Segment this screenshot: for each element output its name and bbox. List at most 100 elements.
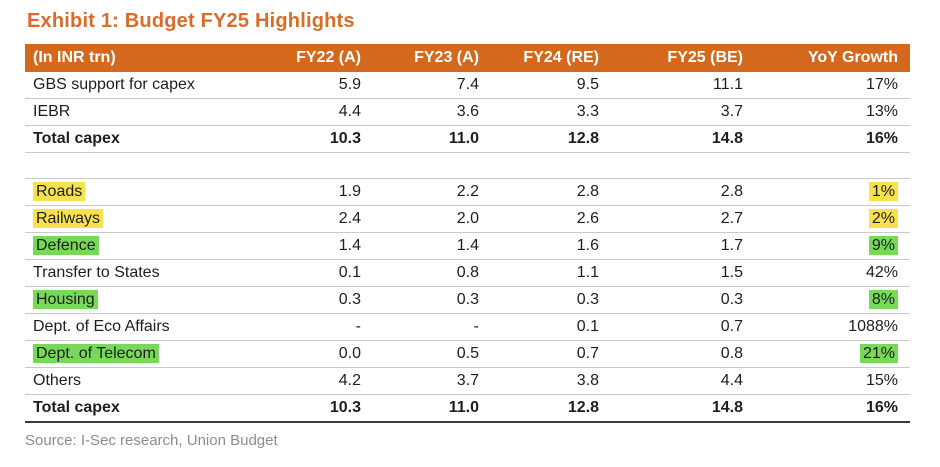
value-cell: 1.6: [491, 232, 611, 260]
value-cell: 0.0: [275, 340, 373, 368]
table-row: Total capex 10.3 11.0 12.8 14.8 16%: [25, 125, 910, 153]
highlighted-value: 2%: [868, 209, 898, 228]
value-cell: 0.1: [491, 313, 611, 341]
value-cell: 2.2: [373, 178, 491, 206]
value-cell: 2.8: [611, 178, 755, 206]
row-label: Total capex: [25, 394, 275, 423]
yoy-growth-cell: 15%: [755, 367, 910, 395]
value-cell: 9.5: [491, 72, 611, 99]
value-cell: 3.7: [611, 98, 755, 126]
value-cell: 2.8: [491, 178, 611, 206]
row-label: IEBR: [25, 98, 275, 126]
table-row: Transfer to States 0.1 0.8 1.1 1.5 42%: [25, 259, 910, 287]
highlighted-value: 9%: [868, 236, 898, 255]
table-row: Dept. of Eco Affairs - -0.1 0.7 1088%: [25, 313, 910, 341]
column-header-fy24: FY24 (RE): [491, 44, 611, 72]
value-cell: 4.4: [611, 367, 755, 395]
row-label: Total capex: [25, 125, 275, 153]
yoy-growth-cell: 17%: [755, 72, 910, 99]
value-cell: 0.7: [491, 340, 611, 368]
value-cell: 0.3: [373, 286, 491, 314]
value-cell: 5.9: [275, 72, 373, 99]
value-cell: 2.0: [373, 205, 491, 233]
yoy-growth-cell: 1088%: [755, 313, 910, 341]
column-header-in-inr-trn: (In INR trn): [25, 44, 275, 72]
value-cell: 1.4: [275, 232, 373, 260]
table-row: Roads 1.9 2.2 2.8 2.8 1%: [25, 178, 910, 206]
table-row: Railways 2.4 2.0 2.6 2.7 2%: [25, 205, 910, 233]
value-cell: 10.3: [275, 394, 373, 423]
value-cell: 0.7: [611, 313, 755, 341]
yoy-growth-cell: 1%: [755, 178, 910, 206]
column-header-yoy-growth: YoY Growth: [755, 44, 910, 72]
highlighted-value: 21%: [859, 344, 898, 363]
table-row: Housing 0.3 0.3 0.3 0.3 8%: [25, 286, 910, 314]
table-row: IEBR 4.4 3.6 3.3 3.7 13%: [25, 98, 910, 126]
yoy-growth-cell: 9%: [755, 232, 910, 260]
value-cell: 4.4: [275, 98, 373, 126]
highlighted-label: Railways: [33, 209, 104, 228]
row-label: GBS support for capex: [25, 72, 275, 99]
yoy-growth-cell: 16%: [755, 394, 910, 423]
value-cell: 12.8: [491, 125, 611, 153]
value-cell: 1.9: [275, 178, 373, 206]
row-label: Defence: [25, 232, 275, 260]
value-cell: 2.4: [275, 205, 373, 233]
value-cell: 10.3: [275, 125, 373, 153]
value-cell: 3.6: [373, 98, 491, 126]
spacer-cell: [25, 152, 910, 179]
value-cell: 0.5: [373, 340, 491, 368]
value-cell: 4.2: [275, 367, 373, 395]
value-cell: 0.8: [373, 259, 491, 287]
row-label: Dept. of Telecom: [25, 340, 275, 368]
row-label: Dept. of Eco Affairs: [25, 313, 275, 341]
yoy-growth-cell: 8%: [755, 286, 910, 314]
value-cell: 3.3: [491, 98, 611, 126]
value-cell: 14.8: [611, 394, 755, 423]
highlighted-label: Roads: [33, 182, 86, 201]
yoy-growth-cell: 2%: [755, 205, 910, 233]
spacer-row: [25, 152, 910, 179]
row-label: Railways: [25, 205, 275, 233]
yoy-growth-cell: 16%: [755, 125, 910, 153]
highlighted-label: Housing: [33, 290, 98, 309]
value-cell: 1.1: [491, 259, 611, 287]
value-cell: 3.7: [373, 367, 491, 395]
exhibit-title: Exhibit 1: Budget FY25 Highlights: [27, 10, 355, 32]
value-cell: 14.8: [611, 125, 755, 153]
value-cell: -: [275, 313, 373, 341]
highlighted-label: Defence: [33, 236, 99, 255]
value-cell: 7.4: [373, 72, 491, 99]
value-cell: 0.1: [275, 259, 373, 287]
table-row: GBS support for capex 5.9 7.4 9.5 11.1 17%: [25, 72, 910, 99]
value-cell: 2.7: [611, 205, 755, 233]
row-label: Transfer to States: [25, 259, 275, 287]
table-row: Others 4.2 3.7 3.8 4.4 15%: [25, 367, 910, 395]
yoy-growth-cell: 21%: [755, 340, 910, 368]
value-cell: 1.5: [611, 259, 755, 287]
column-header-fy22: FY22 (A): [275, 44, 373, 72]
value-cell: 2.6: [491, 205, 611, 233]
table-header-row: (In INR trn) FY22 (A) FY23 (A) FY24 (RE)…: [25, 44, 910, 72]
column-header-fy23: FY23 (A): [373, 44, 491, 72]
source-note: Source: I-Sec research, Union Budget: [25, 432, 278, 449]
value-cell: 0.3: [611, 286, 755, 314]
column-header-fy25: FY25 (BE): [611, 44, 755, 72]
row-label: Housing: [25, 286, 275, 314]
table-row: Total capex 10.3 11.0 12.8 14.8 16%: [25, 394, 910, 423]
highlighted-value: 8%: [868, 290, 898, 309]
value-cell: 1.7: [611, 232, 755, 260]
value-cell: 0.3: [491, 286, 611, 314]
value-cell: 11.0: [373, 125, 491, 153]
yoy-growth-cell: 13%: [755, 98, 910, 126]
highlighted-value: 1%: [868, 182, 898, 201]
row-label: Roads: [25, 178, 275, 206]
value-cell: 11.0: [373, 394, 491, 423]
highlighted-label: Dept. of Telecom: [33, 344, 159, 363]
value-cell: -: [373, 313, 491, 341]
value-cell: 1.4: [373, 232, 491, 260]
value-cell: 0.8: [611, 340, 755, 368]
row-label: Others: [25, 367, 275, 395]
budget-table: (In INR trn) FY22 (A) FY23 (A) FY24 (RE)…: [25, 44, 910, 423]
